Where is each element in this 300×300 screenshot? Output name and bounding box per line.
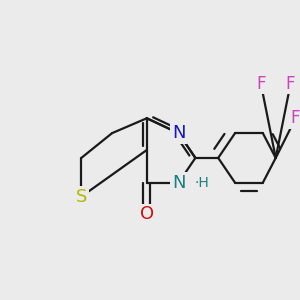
Text: N: N: [172, 174, 185, 192]
Text: F: F: [291, 109, 300, 127]
Text: N: N: [172, 124, 185, 142]
Text: S: S: [76, 188, 87, 206]
Text: O: O: [140, 206, 154, 224]
Text: F: F: [256, 74, 266, 92]
Text: F: F: [286, 74, 295, 92]
Text: ·H: ·H: [195, 176, 210, 190]
